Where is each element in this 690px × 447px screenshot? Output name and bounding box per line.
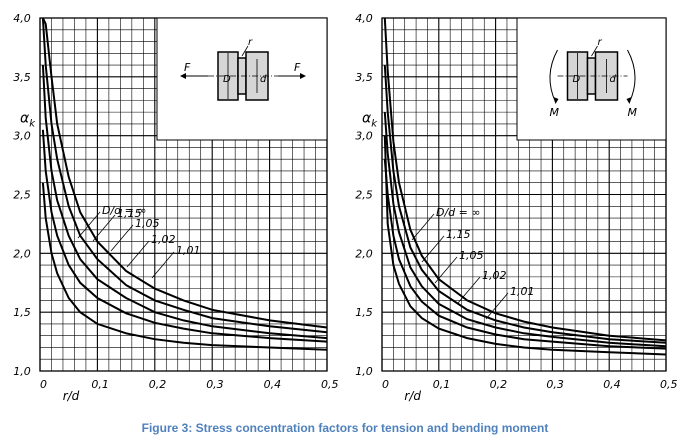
series-line <box>41 17 328 334</box>
y-tick-label: 3,5 <box>13 71 31 84</box>
label-force-left: F <box>184 61 191 74</box>
y-tick-label: 2,5 <box>13 189 31 202</box>
series-line <box>383 135 667 356</box>
series-label: 1,15 <box>446 228 471 241</box>
radius-leader <box>241 45 249 57</box>
x-tick-label: 0,5 <box>321 378 339 391</box>
y-tick-label: 4,0 <box>355 12 373 25</box>
arrowhead <box>180 73 186 79</box>
series-label: 1,02 <box>151 233 176 246</box>
series-line <box>41 182 328 351</box>
series-label: D/d = ∞ <box>102 204 147 217</box>
y-tick-label: 3,0 <box>13 130 31 143</box>
label-moment-left: M <box>550 106 560 119</box>
x-tick-label: 0 <box>382 378 389 391</box>
series-line <box>41 129 328 343</box>
y-tick-label: 2,0 <box>13 247 31 260</box>
series-leader <box>77 211 101 239</box>
x-tick-label: 0 <box>40 378 47 391</box>
series-leader <box>485 292 509 320</box>
series-leader <box>92 214 116 242</box>
x-axis-label: r/d <box>404 389 421 403</box>
y-axis-label: αk <box>362 111 378 130</box>
series-label: 1,01 <box>510 285 535 298</box>
series-line <box>383 159 667 350</box>
series-line <box>41 17 328 329</box>
figure-caption: Figure 3: Stress concentration factors f… <box>141 421 549 435</box>
x-tick-label: 0,3 <box>546 378 564 391</box>
x-axis-label: r/d <box>63 389 80 403</box>
series-leader <box>411 213 435 241</box>
radius-leader <box>591 45 598 57</box>
label-force-right: F <box>294 61 301 74</box>
y-tick-label: 1,0 <box>355 365 373 378</box>
y-tick-label: 3,0 <box>355 130 373 143</box>
label-r: r <box>248 37 253 48</box>
label-D: D <box>223 74 231 85</box>
arrowhead <box>553 97 559 104</box>
series-label: 1,05 <box>135 217 160 230</box>
y-tick-label: 2,5 <box>355 189 373 202</box>
label-moment-right: M <box>628 106 638 119</box>
label-D: D <box>573 74 581 85</box>
series-label: 1,15 <box>117 207 142 220</box>
x-tick-label: 0,2 <box>149 378 167 391</box>
arrowhead <box>300 73 306 79</box>
series-line <box>383 17 667 342</box>
series-line <box>41 65 328 340</box>
x-tick-label: 0,1 <box>433 378 451 391</box>
series-label: D/d = ∞ <box>436 206 481 219</box>
y-axis-label: αk <box>20 111 36 130</box>
y-tick-label: 1,0 <box>13 365 31 378</box>
x-tick-label: 0,2 <box>490 378 508 391</box>
x-tick-label: 0,5 <box>660 378 678 391</box>
y-tick-label: 1,5 <box>355 306 373 319</box>
x-tick-label: 0,4 <box>603 378 621 391</box>
series-line <box>383 65 667 344</box>
series-leader <box>457 276 481 304</box>
series-leader <box>110 224 134 252</box>
x-tick-label: 0,1 <box>91 378 109 391</box>
label-r: r <box>598 37 603 48</box>
y-tick-label: 3,5 <box>355 71 373 84</box>
x-tick-label: 0,4 <box>264 378 282 391</box>
series-leader <box>421 235 445 263</box>
label-d: d <box>610 74 617 85</box>
y-tick-label: 2,0 <box>355 247 373 260</box>
series-line <box>383 112 667 348</box>
label-d: d <box>260 74 267 85</box>
series-leader <box>434 256 458 284</box>
series-label: 1,02 <box>482 269 507 282</box>
arrowhead <box>626 97 632 104</box>
series-label: 1,05 <box>459 249 484 262</box>
series-leader <box>126 240 150 268</box>
y-tick-label: 1,5 <box>13 306 31 319</box>
x-tick-label: 0,3 <box>206 378 224 391</box>
series-label: 1,01 <box>176 244 201 257</box>
series-leader <box>151 251 175 279</box>
y-tick-label: 4,0 <box>13 12 31 25</box>
